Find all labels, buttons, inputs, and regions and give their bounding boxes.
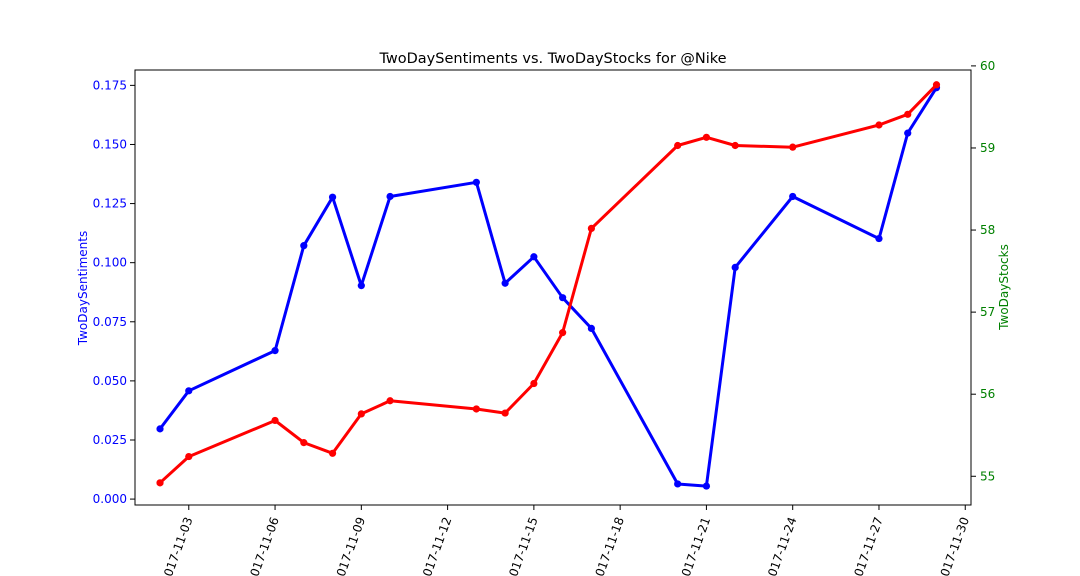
- right-axis-title: TwoDayStocks: [997, 244, 1011, 331]
- stock-data-point: [501, 409, 509, 417]
- x-tick-label: 2017-11-09: [331, 515, 368, 576]
- x-axis: 2017-11-03 2017-11-06 2017-11-09 2017-11-12…: [159, 505, 972, 576]
- stock-data-point: [674, 141, 682, 150]
- sentiment-data-point: [156, 425, 164, 433]
- stock-data-point: [185, 452, 193, 461]
- right-tick-label: 58: [980, 223, 995, 237]
- x-tick-label: 2017-11-21: [676, 515, 713, 576]
- left-tick-label: 0.100: [93, 256, 127, 270]
- sentiment-data-point: [530, 253, 538, 261]
- stock-data-point: [559, 329, 567, 337]
- chart-title: TwoDaySentiments vs. TwoDayStocks for @N…: [378, 51, 726, 67]
- stock-data-point: [328, 449, 337, 457]
- stock-data-point: [587, 224, 595, 233]
- series-layer: [156, 81, 941, 490]
- left-tick-label: 0.175: [93, 78, 127, 92]
- sentiment-data-point: [875, 234, 883, 243]
- sentiment-data-point: [674, 480, 682, 488]
- stock-data-point: [875, 121, 883, 129]
- x-tick-label: 2017-11-18: [590, 515, 627, 576]
- left-tick-label: 0.125: [93, 197, 127, 211]
- right-tick-label: 57: [980, 305, 995, 319]
- stock-data-point: [300, 439, 308, 447]
- x-tick-label: 2017-11-27: [849, 515, 886, 576]
- stock-data-point: [904, 110, 912, 118]
- stock-data-point: [386, 397, 394, 405]
- x-tick-label: 2017-11-06: [245, 515, 282, 576]
- sentiment-data-point: [386, 192, 394, 201]
- sentiment-data-point: [559, 294, 567, 302]
- sentiment-data-point: [271, 347, 279, 355]
- plot-area-frame: [134, 69, 972, 506]
- x-tick-label: 2017-11-24: [763, 515, 800, 576]
- sentiment-data-point: [789, 192, 797, 201]
- right-tick-label: 59: [980, 141, 995, 155]
- x-tick-label: 2017-11-03: [159, 515, 196, 576]
- stock-data-point: [472, 405, 480, 413]
- right-tick-label: 56: [980, 387, 995, 401]
- stock-data-point: [271, 416, 279, 425]
- sentiment-data-point: [501, 279, 509, 287]
- sentiment-data-point: [472, 178, 480, 186]
- sentiment-data-point: [702, 482, 711, 490]
- sentiment-data-point: [357, 282, 365, 290]
- stock-data-point: [156, 479, 164, 487]
- x-tick-label: 2017-11-12: [417, 515, 454, 576]
- x-tick-label: 2017-11-15: [504, 515, 541, 576]
- sentiment-data-point: [587, 324, 595, 332]
- left-tick-label: 0.075: [93, 315, 127, 329]
- sentiment-data-point: [300, 242, 308, 250]
- stock-data-point: [530, 379, 538, 388]
- stock-data-point: [702, 133, 711, 141]
- sentiment-data-point: [185, 387, 193, 395]
- left-tick-label: 0.050: [93, 374, 127, 388]
- stock-data-point: [932, 81, 941, 89]
- left-tick-label: 0.150: [93, 137, 127, 151]
- sentiment-series-line: [158, 86, 938, 488]
- left-tick-label: 0.000: [93, 492, 127, 506]
- right-tick-label: 60: [980, 59, 995, 73]
- sentiment-data-point: [731, 263, 739, 272]
- right-tick-label: 55: [980, 469, 995, 483]
- stock-data-point: [789, 143, 797, 151]
- stock-data-point: [357, 410, 365, 418]
- sentiment-data-point: [904, 129, 912, 137]
- left-tick-label: 0.025: [93, 433, 127, 447]
- stock-data-point: [731, 141, 739, 150]
- left-axis-title: TwoDaySentiments: [76, 231, 90, 346]
- right-y-axis: 55 56 57 58 59 60: [971, 59, 995, 483]
- x-tick-label: 2017-11-30: [935, 515, 972, 576]
- sentiment-data-point: [328, 193, 337, 201]
- left-y-axis: 0.000 0.025 0.050 0.075 0.100 0.125 0.150 0.175: [93, 78, 135, 506]
